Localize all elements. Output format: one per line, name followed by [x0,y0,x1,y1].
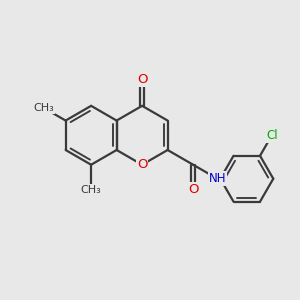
Text: O: O [137,158,147,171]
Text: NH: NH [208,172,226,185]
Text: O: O [188,183,198,196]
Text: O: O [137,73,147,86]
Text: Cl: Cl [266,129,278,142]
Text: CH₃: CH₃ [34,103,54,113]
Text: CH₃: CH₃ [81,185,101,195]
